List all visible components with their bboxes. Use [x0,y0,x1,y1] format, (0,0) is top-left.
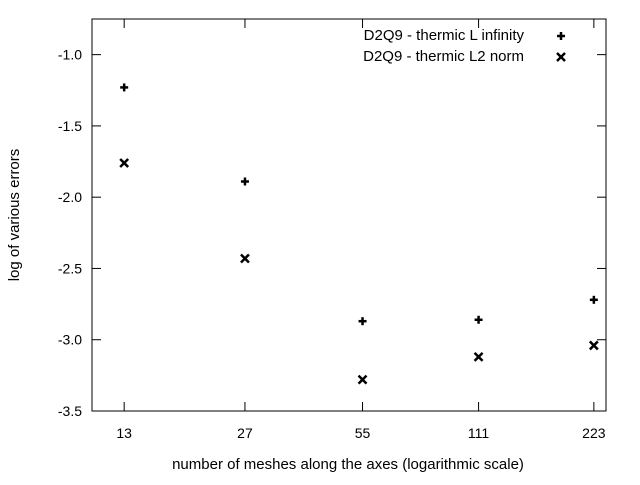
x-tick-label: 55 [355,425,371,441]
x-tick-label: 27 [237,425,253,441]
y-tick-label: -3.5 [58,403,82,419]
legend-marker-plus [557,32,565,40]
legend-label: D2Q9 - thermic L2 norm [363,48,524,65]
axis-ticks: -1.0 -1.5 -2.0 -2.5 -3.0 -3.5 13 27 55 111 223 [58,19,606,441]
data-point-cross [357,374,368,385]
legend-marker-cross [556,52,566,62]
data-point-cross [473,351,484,362]
data-point-plus [240,177,249,186]
x-tick-label: 223 [582,425,606,441]
data-point-plus [120,83,129,92]
data-point-cross [119,158,130,168]
x-axis-label: number of meshes along the axes (logarit… [172,456,524,473]
data-marks [119,83,599,385]
y-axis-label: log of various errors [6,149,23,282]
y-tick-label: -1.5 [58,118,82,134]
data-point-plus [358,317,367,326]
x-tick-label: 13 [116,425,132,441]
data-point-plus [589,295,598,304]
y-tick-label: -2.5 [58,260,82,276]
y-tick-label: -1.0 [58,47,82,63]
data-point-plus [474,315,483,324]
legend-label: D2Q9 - thermic L infinity [364,27,525,44]
legend: D2Q9 - thermic L infinity D2Q9 - thermic … [363,27,566,65]
y-tick-label: -3.0 [58,332,82,348]
plot-frame [91,18,607,412]
data-point-cross [588,340,599,351]
x-tick-label: 111 [468,425,489,441]
y-tick-label: -2.0 [58,189,82,205]
data-point-cross [240,253,250,264]
